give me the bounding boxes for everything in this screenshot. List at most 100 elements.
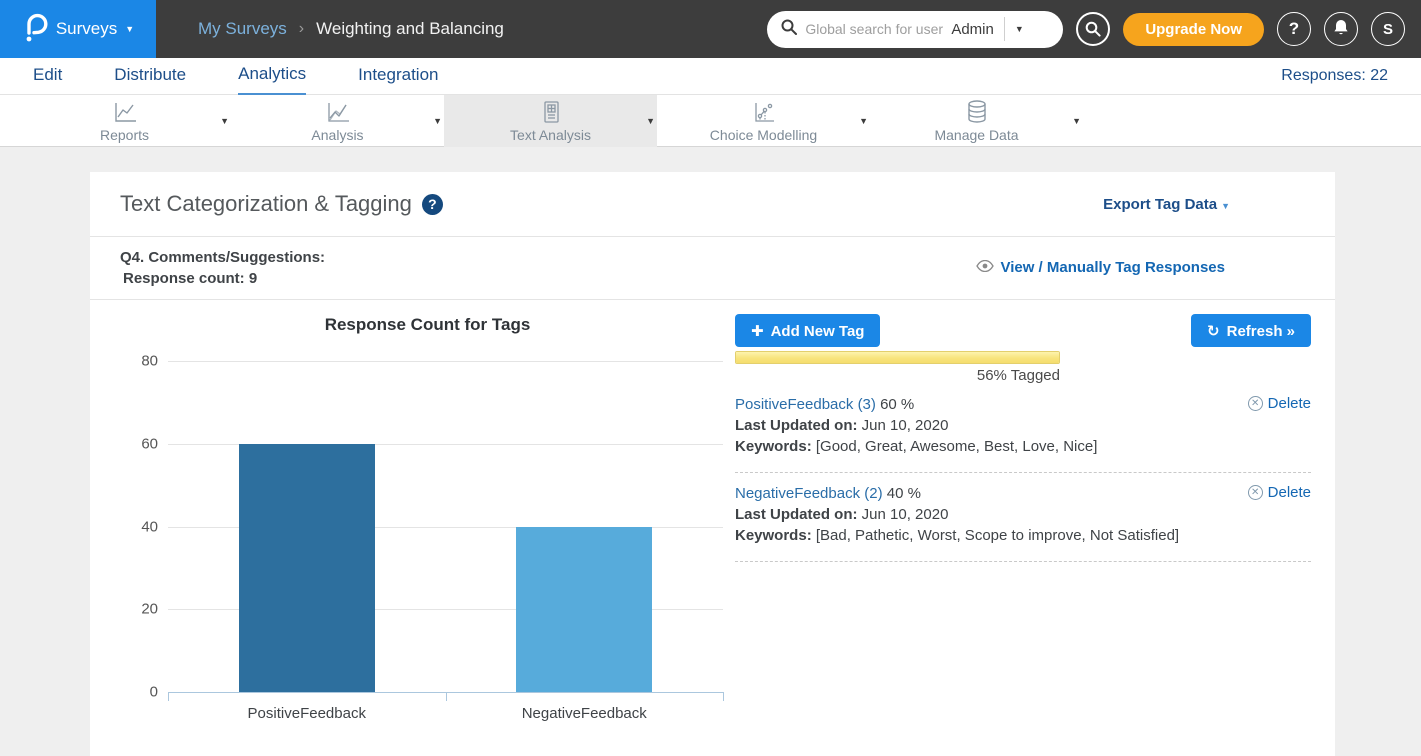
breadcrumb-current: Weighting and Balancing: [316, 19, 504, 39]
bell-icon: [1333, 19, 1349, 39]
search-button[interactable]: [1076, 12, 1110, 46]
view-manually-tag-label: View / Manually Tag Responses: [1000, 259, 1225, 276]
tagged-percent-label: 56% Tagged: [735, 367, 1060, 384]
subnav-label: Text Analysis: [510, 127, 591, 143]
breadcrumb: My Surveys › Weighting and Balancing: [198, 19, 767, 39]
page-background: Text Categorization & Tagging ? Export T…: [0, 147, 1421, 756]
tab-analytics[interactable]: Analytics: [238, 58, 306, 95]
tags-column: ✚ Add New Tag ↻ Refresh » 56% Tagged Posit…: [735, 314, 1311, 562]
subnav-label: Choice Modelling: [710, 127, 817, 143]
keywords-label: Keywords:: [735, 438, 812, 455]
refresh-button[interactable]: ↻ Refresh »: [1191, 314, 1311, 347]
delete-tag-button[interactable]: ✕ Delete: [1248, 395, 1311, 412]
last-updated-value: Jun 10, 2020: [862, 506, 949, 523]
chart-title: Response Count for Tags: [120, 315, 735, 335]
subnav-item-reports[interactable]: Reports ▼: [18, 95, 231, 147]
help-button[interactable]: ?: [1277, 12, 1311, 46]
subnav-item-analysis[interactable]: Analysis ▼: [231, 95, 444, 147]
analysis-caret-icon[interactable]: ▼: [433, 116, 442, 126]
y-axis-tick-label: 20: [126, 601, 158, 618]
refresh-label: Refresh »: [1227, 323, 1295, 340]
top-bar: Surveys ▼ My Surveys › Weighting and Bal…: [0, 0, 1421, 58]
search-scope-label: Admin: [951, 21, 994, 38]
add-new-tag-label: Add New Tag: [771, 323, 865, 340]
chart-bar[interactable]: [239, 444, 375, 692]
multi-line-chart-icon: [325, 99, 351, 125]
database-icon: [965, 99, 989, 125]
screen: Surveys ▼ My Surveys › Weighting and Bal…: [0, 0, 1421, 756]
chart-gridline: [168, 361, 723, 362]
analytics-subnav: Reports ▼ Analysis ▼ Text Analysis ▼ Cho…: [0, 95, 1421, 147]
y-axis-tick-label: 80: [126, 353, 158, 370]
add-new-tag-button[interactable]: ✚ Add New Tag: [735, 314, 880, 347]
last-updated-label: Last Updated on:: [735, 506, 858, 523]
upgrade-now-button[interactable]: Upgrade Now: [1123, 13, 1264, 46]
delete-tag-button[interactable]: ✕ Delete: [1248, 484, 1311, 501]
subnav-item-manage-data[interactable]: Manage Data ▼: [870, 95, 1083, 147]
tag-percent: 40 %: [887, 485, 921, 502]
questionpro-logo-icon: [22, 12, 48, 47]
notifications-button[interactable]: [1324, 12, 1358, 46]
text-analysis-caret-icon[interactable]: ▼: [646, 116, 655, 126]
breadcrumb-my-surveys[interactable]: My Surveys: [198, 19, 287, 39]
x-axis-tick: [446, 692, 447, 701]
tag-entry: PositiveFeedback (3) 60 % Last Updated o…: [735, 394, 1311, 473]
panel-header: Text Categorization & Tagging ? Export T…: [90, 172, 1335, 237]
reports-caret-icon[interactable]: ▼: [220, 116, 229, 126]
subnav-label: Analysis: [311, 127, 363, 143]
global-search-input[interactable]: [805, 21, 945, 37]
search-scope-caret-icon[interactable]: ▼: [1015, 24, 1024, 34]
tag-name-link[interactable]: PositiveFeedback (3): [735, 396, 876, 413]
view-manually-tag-link[interactable]: View / Manually Tag Responses: [976, 259, 1225, 276]
plus-icon: ✚: [751, 323, 764, 340]
responses-count: Responses: 22: [1281, 67, 1388, 85]
eye-icon: [976, 259, 994, 276]
question-mark-icon: ?: [1289, 19, 1299, 39]
chevron-down-icon: ▼: [1221, 201, 1230, 211]
main-tabs: Edit Distribute Analytics Integration Re…: [0, 58, 1421, 95]
breadcrumb-chevron-icon: ›: [299, 20, 304, 38]
chart-bar[interactable]: [516, 527, 652, 693]
page-title: Text Categorization & Tagging: [120, 191, 412, 217]
y-axis-tick-label: 0: [126, 684, 158, 701]
subnav-item-choice-modelling[interactable]: Choice Modelling ▼: [657, 95, 870, 147]
search-icon: [781, 19, 797, 40]
subnav-item-text-analysis[interactable]: Text Analysis ▼: [444, 95, 657, 147]
tab-edit[interactable]: Edit: [33, 59, 62, 94]
x-axis-category-label: NegativeFeedback: [446, 705, 724, 722]
bar-chart: Response Count for Tags 020406080Positiv…: [120, 310, 735, 750]
tag-actions-row: ✚ Add New Tag ↻ Refresh »: [735, 314, 1311, 347]
divider: [1004, 17, 1005, 41]
avatar-initial: S: [1383, 21, 1393, 38]
tab-distribute[interactable]: Distribute: [114, 59, 186, 94]
x-axis-tick: [723, 692, 724, 701]
y-axis-tick-label: 40: [126, 518, 158, 535]
circle-x-icon: ✕: [1248, 396, 1263, 411]
subnav-label: Reports: [100, 127, 149, 143]
export-tag-data-button[interactable]: Export Tag Data▼: [1103, 196, 1230, 213]
top-bar-actions: Admin ▼ Upgrade Now ? S: [767, 11, 1405, 48]
tag-percent: 60 %: [880, 396, 914, 413]
tag-name-link[interactable]: NegativeFeedback (2): [735, 485, 883, 502]
delete-label: Delete: [1268, 484, 1311, 501]
keywords-label: Keywords:: [735, 527, 812, 544]
title-help-icon[interactable]: ?: [422, 194, 443, 215]
text-categorization-panel: Text Categorization & Tagging ? Export T…: [90, 172, 1335, 756]
line-chart-icon: [112, 99, 138, 125]
manage-data-caret-icon[interactable]: ▼: [1072, 116, 1081, 126]
document-table-icon: [539, 99, 563, 125]
choice-modelling-caret-icon[interactable]: ▼: [859, 116, 868, 126]
keywords-value: [Bad, Pathetic, Worst, Scope to improve,…: [816, 527, 1179, 544]
chart-plot: 020406080PositiveFeedbackNegativeFeedbac…: [168, 361, 723, 692]
refresh-icon: ↻: [1207, 323, 1220, 340]
global-search[interactable]: Admin ▼: [767, 11, 1063, 48]
tab-integration[interactable]: Integration: [358, 59, 438, 94]
avatar[interactable]: S: [1371, 12, 1405, 46]
tagged-progress-bar: [735, 351, 1060, 364]
chevron-down-icon: ▼: [125, 24, 134, 34]
question-row: Q4. Comments/Suggestions: Response count…: [90, 237, 1335, 300]
surveys-menu[interactable]: Surveys ▼: [0, 0, 156, 58]
x-axis-tick: [168, 692, 169, 701]
keywords-value: [Good, Great, Awesome, Best, Love, Nice]: [816, 438, 1098, 455]
tag-entry: NegativeFeedback (2) 40 % Last Updated o…: [735, 483, 1311, 562]
